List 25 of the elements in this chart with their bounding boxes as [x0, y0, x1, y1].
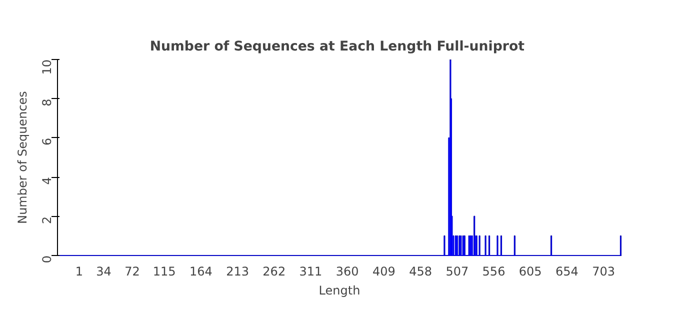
x-tick-label: 703 [592, 264, 616, 278]
x-tick-label: 213 [226, 264, 249, 278]
x-tick-label: 1 [75, 264, 83, 278]
y-tick-label: 6 [40, 138, 54, 146]
x-tick-label: 409 [372, 264, 396, 278]
x-tick-label: 72 [124, 264, 140, 278]
chart-title: Number of Sequences at Each Length Full-uniprot [150, 40, 526, 54]
x-tick-label: 115 [152, 264, 176, 278]
y-tick-label: 0 [40, 255, 54, 264]
x-axis-title: Length [318, 284, 360, 298]
x-tick-label: 654 [556, 264, 578, 278]
y-tick-label: 10 [40, 59, 54, 75]
y-tick-label: 2 [40, 216, 54, 224]
x-tick-label: 507 [446, 264, 469, 278]
x-tick-label: 458 [409, 264, 432, 278]
x-tick-label: 262 [262, 264, 286, 278]
y-tick-label: 8 [40, 98, 54, 106]
x-tick-label: 556 [482, 264, 506, 278]
x-tick-label: 164 [189, 264, 212, 278]
x-tick-label: 34 [96, 264, 112, 278]
y-axis-title: Number of Sequences [16, 91, 30, 224]
y-tick-label: 4 [40, 177, 54, 185]
x-tick-label: 605 [518, 264, 542, 278]
x-tick-label: 311 [299, 264, 322, 278]
x-tick-label: 360 [336, 264, 359, 278]
